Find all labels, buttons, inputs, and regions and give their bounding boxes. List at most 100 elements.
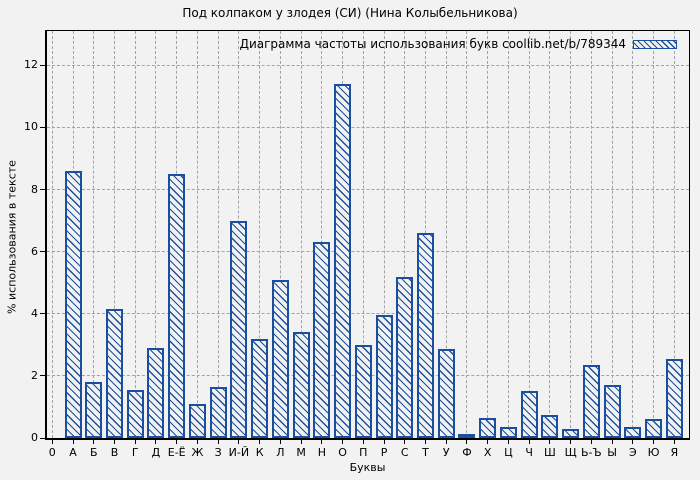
y-tick-mark [40, 313, 45, 315]
bar-З [209, 386, 227, 438]
x-tick-label: М [296, 446, 306, 459]
bar-В [105, 309, 123, 438]
v-gridline [321, 31, 323, 438]
v-gridline [383, 31, 385, 438]
x-tick-mark [279, 440, 281, 444]
v-gridline [300, 31, 302, 438]
x-tick-label: Л [276, 446, 285, 459]
v-gridline [611, 31, 613, 438]
v-gridline [217, 31, 219, 438]
x-tick-label: Я [670, 446, 679, 459]
bar-Д [147, 347, 165, 438]
v-gridline [466, 31, 468, 438]
y-tick-label: 4 [31, 306, 38, 320]
y-tick-mark [40, 189, 45, 191]
v-gridline [590, 31, 592, 438]
x-tick-label: Е-Ё [167, 446, 186, 459]
v-gridline [113, 31, 115, 438]
x-tick-mark [673, 440, 675, 444]
bar-Ы [603, 385, 621, 438]
x-tick-label: Ы [607, 446, 617, 459]
x-tick-label: Э [628, 446, 637, 459]
x-tick-label: А [69, 446, 77, 459]
x-tick-mark [404, 440, 406, 444]
x-tick-mark [176, 440, 178, 444]
v-gridline [404, 31, 406, 438]
y-tick-label: 0 [31, 431, 38, 444]
x-tick-mark [383, 440, 385, 444]
x-tick-label: 0 [48, 446, 56, 459]
bar-Я [665, 358, 683, 438]
x-tick-label: П [359, 446, 368, 459]
v-gridline [155, 31, 157, 438]
y-tick-label: 10 [24, 120, 38, 134]
bar-А [64, 170, 82, 438]
h-gridline [47, 313, 689, 315]
x-tick-label: Ь-Ъ [581, 446, 602, 459]
h-gridline [47, 251, 689, 253]
x-tick-label: Ю [647, 446, 660, 459]
x-tick-mark [632, 440, 634, 444]
bar-Х [479, 417, 497, 438]
plot-area: Диаграмма частоты использования букв coo… [45, 30, 690, 440]
x-tick-label: Ж [191, 446, 204, 459]
y-tick-label: 8 [31, 182, 38, 196]
x-tick-label: З [214, 446, 222, 459]
bar-Л [271, 279, 289, 438]
x-tick-label: И-Й [228, 446, 250, 459]
x-tick-mark [362, 440, 364, 444]
x-tick-label: Ш [544, 446, 556, 459]
v-gridline [570, 31, 572, 438]
bar-У [437, 349, 455, 438]
bar-С [396, 276, 414, 438]
v-gridline [549, 31, 551, 438]
bar-Г [126, 389, 144, 438]
bar-Ь-Ъ [582, 365, 600, 438]
v-gridline [632, 31, 634, 438]
bar-Н [313, 242, 331, 438]
x-tick-label: Г [131, 446, 139, 459]
x-tick-mark [196, 440, 198, 444]
bar-Ю [645, 419, 663, 438]
x-tick-mark [321, 440, 323, 444]
x-tick-mark [549, 440, 551, 444]
bar-Ш [541, 414, 559, 438]
x-tick-label: Ф [462, 446, 472, 459]
v-gridline [653, 31, 655, 438]
x-tick-mark [51, 440, 53, 444]
bar-Б [85, 382, 103, 438]
v-gridline [93, 31, 95, 438]
x-tick-label: Б [89, 446, 98, 459]
bar-Ж [188, 403, 206, 438]
bar-Э [624, 427, 642, 438]
x-tick-mark [259, 440, 261, 444]
y-tick-label: 2 [31, 368, 38, 382]
bar-Ц [499, 427, 517, 438]
v-gridline [279, 31, 281, 438]
x-tick-mark [611, 440, 613, 444]
legend: Диаграмма частоты использования букв coo… [240, 37, 677, 51]
bar-Ф [458, 434, 476, 438]
x-tick-label: Р [380, 446, 388, 459]
h-gridline [47, 189, 689, 191]
x-tick-mark [342, 440, 344, 444]
v-gridline [487, 31, 489, 438]
bar-П [354, 344, 372, 438]
x-tick-mark [487, 440, 489, 444]
v-gridline [673, 31, 675, 438]
y-tick-mark [40, 251, 45, 253]
x-tick-label: Х [483, 446, 492, 459]
v-gridline [196, 31, 198, 438]
bar-О [334, 83, 352, 438]
x-tick-label: С [400, 446, 409, 459]
x-tick-mark [445, 440, 447, 444]
x-tick-mark [217, 440, 219, 444]
x-tick-mark [72, 440, 74, 444]
bar-Т [416, 233, 434, 438]
y-tick-mark [40, 375, 45, 377]
x-tick-mark [653, 440, 655, 444]
legend-hatch-swatch [633, 39, 677, 49]
bar-Ч [520, 391, 538, 438]
x-tick-mark [93, 440, 95, 444]
